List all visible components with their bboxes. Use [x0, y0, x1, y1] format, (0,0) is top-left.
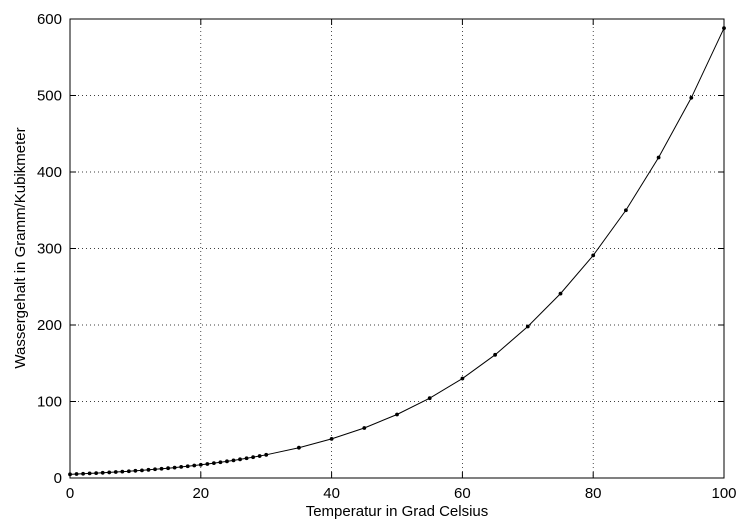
data-point [185, 464, 190, 469]
data-point [225, 459, 229, 464]
data-point [395, 412, 399, 417]
data-point [107, 470, 112, 475]
grid [70, 19, 724, 478]
data-point [211, 461, 216, 466]
y-tick-label: 500 [37, 88, 62, 105]
data-point [94, 471, 99, 476]
data-point [159, 466, 164, 471]
data-point [257, 454, 262, 458]
x-tick-label: 0 [66, 485, 74, 502]
x-tick-labels: 0 20 40 60 80 100 [66, 485, 737, 502]
data-point [205, 462, 210, 466]
data-point [146, 467, 151, 472]
x-tick-label: 60 [454, 485, 471, 502]
data-point [179, 465, 184, 469]
data-point [172, 465, 177, 470]
data-point [133, 468, 138, 473]
data-point [362, 426, 367, 430]
data-point [166, 466, 171, 471]
data-point [251, 455, 256, 460]
data-point [558, 291, 563, 296]
y-tick-label: 100 [37, 394, 62, 411]
y-tick-label: 200 [37, 317, 62, 334]
x-tick-label: 20 [192, 485, 209, 502]
data-point [74, 472, 79, 476]
data-point [244, 456, 249, 461]
data-point [120, 469, 125, 474]
data-point [689, 95, 694, 100]
data-point [100, 470, 105, 475]
data-point [264, 452, 269, 457]
data-point [624, 208, 628, 213]
data-point [460, 376, 465, 381]
plot-area [70, 19, 724, 478]
x-axis-label: Temperatur in Grad Celsius [306, 503, 489, 520]
data-point [493, 352, 497, 357]
y-tick-label: 300 [37, 241, 62, 258]
y-tick-label: 600 [37, 11, 62, 28]
data-point [218, 460, 223, 465]
data-point [140, 468, 144, 473]
data-point [87, 471, 92, 476]
y-tick-labels: 0 100 200 300 400 500 600 [37, 11, 62, 487]
data-point [656, 155, 661, 160]
x-tick-label: 80 [585, 485, 602, 502]
data-point [297, 445, 301, 450]
data-point [81, 471, 85, 476]
y-tick-label: 400 [37, 164, 62, 181]
data-point [427, 396, 432, 401]
data-point [238, 457, 242, 462]
data-point [113, 470, 118, 474]
x-tick-label: 40 [323, 485, 340, 502]
data-point [198, 462, 203, 467]
data-point [153, 467, 157, 472]
data-point [525, 324, 530, 329]
plot-frame [69, 18, 725, 479]
data-point [192, 463, 197, 468]
y-tick-label: 0 [54, 470, 62, 487]
data-point [329, 437, 334, 441]
data-point [231, 458, 236, 463]
data-point [591, 253, 596, 258]
x-tick-label: 100 [711, 485, 736, 502]
y-axis-label: Wassergehalt in Gramm/Kubikmeter [12, 127, 29, 368]
markers [68, 26, 726, 477]
data-point [126, 469, 131, 474]
